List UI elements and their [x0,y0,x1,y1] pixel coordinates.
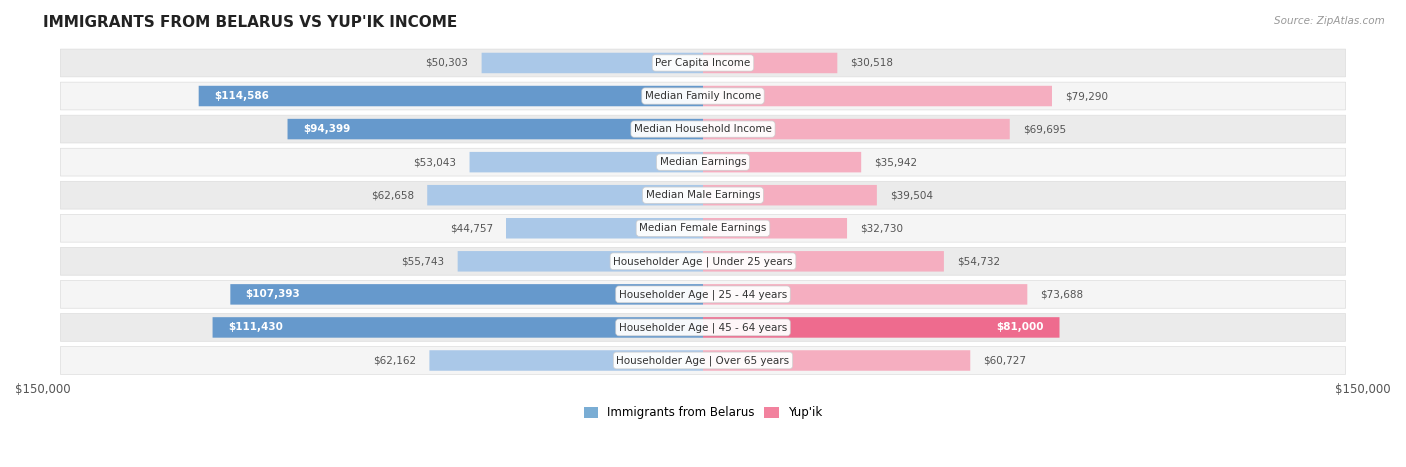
Text: $79,290: $79,290 [1066,91,1108,101]
Text: Householder Age | 45 - 64 years: Householder Age | 45 - 64 years [619,322,787,333]
Text: $35,942: $35,942 [875,157,918,167]
Text: $39,504: $39,504 [890,190,934,200]
Legend: Immigrants from Belarus, Yup'ik: Immigrants from Belarus, Yup'ik [579,402,827,424]
FancyBboxPatch shape [212,317,703,338]
Text: Per Capita Income: Per Capita Income [655,58,751,68]
Text: Source: ZipAtlas.com: Source: ZipAtlas.com [1274,16,1385,26]
Text: $53,043: $53,043 [413,157,457,167]
FancyBboxPatch shape [703,284,1028,304]
Text: $94,399: $94,399 [302,124,350,134]
FancyBboxPatch shape [198,86,703,106]
Text: $73,688: $73,688 [1040,290,1084,299]
FancyBboxPatch shape [703,119,1010,139]
Text: $62,162: $62,162 [373,355,416,366]
Text: $69,695: $69,695 [1024,124,1066,134]
FancyBboxPatch shape [703,152,862,172]
Text: $32,730: $32,730 [860,223,903,233]
Text: Median Household Income: Median Household Income [634,124,772,134]
FancyBboxPatch shape [60,82,1346,110]
FancyBboxPatch shape [470,152,703,172]
FancyBboxPatch shape [703,86,1052,106]
Text: $60,727: $60,727 [983,355,1026,366]
Text: $44,757: $44,757 [450,223,494,233]
FancyBboxPatch shape [60,181,1346,209]
FancyBboxPatch shape [458,251,703,272]
FancyBboxPatch shape [482,53,703,73]
Text: $114,586: $114,586 [214,91,269,101]
FancyBboxPatch shape [703,185,877,205]
Text: Householder Age | Under 25 years: Householder Age | Under 25 years [613,256,793,267]
FancyBboxPatch shape [703,350,970,371]
FancyBboxPatch shape [60,313,1346,341]
FancyBboxPatch shape [231,284,703,304]
FancyBboxPatch shape [287,119,703,139]
FancyBboxPatch shape [60,248,1346,275]
Text: Householder Age | Over 65 years: Householder Age | Over 65 years [616,355,790,366]
FancyBboxPatch shape [703,218,846,239]
Text: $30,518: $30,518 [851,58,894,68]
Text: $62,658: $62,658 [371,190,413,200]
Text: Median Earnings: Median Earnings [659,157,747,167]
Text: $111,430: $111,430 [228,322,283,333]
FancyBboxPatch shape [60,115,1346,143]
Text: $81,000: $81,000 [997,322,1045,333]
FancyBboxPatch shape [506,218,703,239]
FancyBboxPatch shape [427,185,703,205]
FancyBboxPatch shape [703,53,838,73]
FancyBboxPatch shape [60,281,1346,308]
Text: $54,732: $54,732 [957,256,1000,266]
FancyBboxPatch shape [60,347,1346,375]
FancyBboxPatch shape [703,251,943,272]
Text: $107,393: $107,393 [246,290,301,299]
FancyBboxPatch shape [60,148,1346,176]
Text: Householder Age | 25 - 44 years: Householder Age | 25 - 44 years [619,289,787,300]
Text: Median Female Earnings: Median Female Earnings [640,223,766,233]
FancyBboxPatch shape [703,317,1060,338]
Text: Median Male Earnings: Median Male Earnings [645,190,761,200]
FancyBboxPatch shape [429,350,703,371]
Text: $55,743: $55,743 [401,256,444,266]
Text: IMMIGRANTS FROM BELARUS VS YUP'IK INCOME: IMMIGRANTS FROM BELARUS VS YUP'IK INCOME [42,15,457,30]
Text: Median Family Income: Median Family Income [645,91,761,101]
FancyBboxPatch shape [60,214,1346,242]
FancyBboxPatch shape [60,49,1346,77]
Text: $50,303: $50,303 [426,58,468,68]
